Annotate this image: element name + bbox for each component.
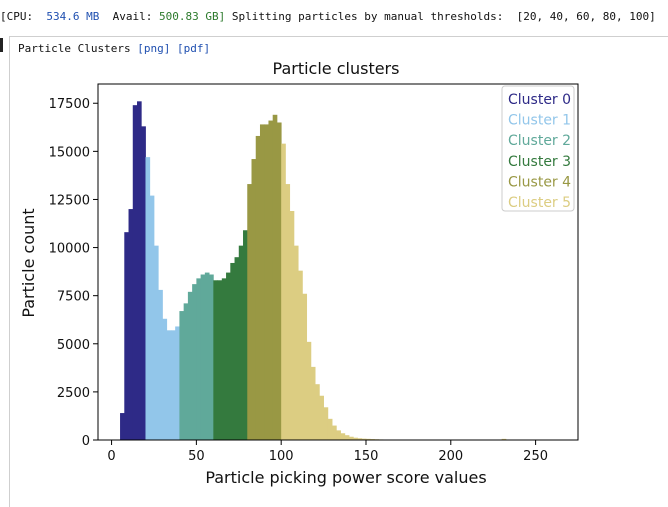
x-tick-label: 0 bbox=[107, 449, 115, 464]
legend-entry-cluster-5: Cluster 5 bbox=[508, 195, 571, 211]
bar-cluster-4 bbox=[277, 122, 282, 440]
chart-title: Particle clusters bbox=[273, 59, 400, 78]
particle-clusters-chart: Particle clusters 0250050007500100001250… bbox=[10, 37, 668, 501]
legend-entry-cluster-2: Cluster 2 bbox=[508, 133, 571, 149]
bar-cluster-2 bbox=[179, 311, 184, 440]
bar-cluster-1 bbox=[167, 330, 172, 440]
bar-cluster-5 bbox=[302, 294, 307, 440]
bar-cluster-1 bbox=[145, 157, 150, 440]
y-tick-label: 2500 bbox=[57, 386, 90, 401]
bar-cluster-4 bbox=[256, 136, 261, 440]
bar-cluster-5 bbox=[345, 435, 350, 440]
output-panel: Particle Clusters [png] [pdf] Particle c… bbox=[9, 36, 668, 507]
y-tick-label: 5000 bbox=[57, 338, 90, 353]
legend-entry-cluster-3: Cluster 3 bbox=[508, 154, 571, 170]
bar-cluster-1 bbox=[171, 330, 176, 440]
bar-cluster-1 bbox=[154, 246, 159, 440]
status-message: Splitting particles by manual thresholds… bbox=[232, 10, 504, 23]
bar-cluster-3 bbox=[213, 280, 218, 440]
bar-cluster-1 bbox=[150, 196, 155, 440]
cpu-label: [CPU: bbox=[0, 10, 33, 23]
bar-cluster-1 bbox=[162, 319, 167, 440]
bar-cluster-5 bbox=[324, 407, 329, 440]
legend-entry-cluster-0: Cluster 0 bbox=[508, 92, 571, 108]
x-tick-label: 100 bbox=[269, 449, 294, 464]
bar-cluster-0 bbox=[120, 413, 125, 440]
y-tick-label: 15000 bbox=[49, 145, 90, 160]
bar-cluster-5 bbox=[319, 396, 324, 440]
bar-cluster-4 bbox=[273, 115, 278, 440]
bar-cluster-5 bbox=[294, 246, 299, 440]
y-tick-label: 17500 bbox=[49, 97, 90, 112]
bar-cluster-3 bbox=[243, 230, 248, 440]
y-tick-label: 12500 bbox=[49, 193, 90, 208]
bar-cluster-2 bbox=[196, 278, 201, 440]
bar-cluster-5 bbox=[332, 426, 337, 440]
bar-cluster-3 bbox=[235, 257, 240, 440]
bar-cluster-5 bbox=[285, 184, 290, 440]
bar-cluster-0 bbox=[133, 105, 138, 440]
bar-cluster-4 bbox=[260, 124, 265, 440]
bar-cluster-5 bbox=[298, 271, 303, 440]
bar-cluster-1 bbox=[158, 290, 163, 440]
bar-cluster-4 bbox=[268, 121, 273, 440]
bar-cluster-0 bbox=[129, 209, 134, 440]
chart-legend: Cluster 0 Cluster 1 Cluster 2 Cluster 3 Clus… bbox=[502, 86, 574, 211]
bar-cluster-3 bbox=[226, 273, 231, 440]
bar-cluster-2 bbox=[209, 275, 214, 440]
y-tick-label: 7500 bbox=[57, 290, 90, 305]
bar-cluster-5 bbox=[290, 211, 295, 440]
bar-cluster-1 bbox=[175, 326, 180, 440]
x-tick-label: 50 bbox=[188, 449, 205, 464]
x-tick-label: 250 bbox=[523, 449, 548, 464]
avail-label: Avail: bbox=[113, 10, 153, 23]
bar-cluster-5 bbox=[336, 430, 341, 440]
bar-cluster-3 bbox=[218, 280, 223, 440]
bar-cluster-3 bbox=[239, 246, 244, 440]
status-line: [CPU: 534.6 MB Avail: 500.83 GB] Splitti… bbox=[0, 10, 668, 23]
bar-cluster-4 bbox=[251, 159, 256, 440]
bar-cluster-5 bbox=[307, 342, 312, 440]
y-axis-title: Particle count bbox=[19, 208, 38, 317]
bar-cluster-3 bbox=[222, 278, 227, 440]
y-tick-label: 10000 bbox=[49, 242, 90, 257]
bar-cluster-2 bbox=[184, 303, 189, 440]
x-tick-label: 150 bbox=[354, 449, 379, 464]
output-gutter-marker bbox=[0, 38, 3, 52]
bar-cluster-5 bbox=[315, 384, 320, 440]
bar-cluster-2 bbox=[201, 275, 206, 440]
histogram-bars bbox=[120, 101, 557, 440]
cpu-memory-value: 534.6 MB bbox=[46, 10, 99, 23]
bar-cluster-5 bbox=[341, 433, 346, 440]
y-tick-label: 0 bbox=[82, 434, 90, 449]
bar-cluster-3 bbox=[230, 263, 235, 440]
thresholds-value: [20, 40, 60, 80, 100] bbox=[517, 10, 656, 23]
bar-cluster-5 bbox=[311, 367, 316, 440]
bar-cluster-0 bbox=[124, 232, 129, 440]
avail-memory-value: 500.83 GB] bbox=[159, 10, 225, 23]
bar-cluster-5 bbox=[281, 144, 286, 440]
x-tick-label: 200 bbox=[438, 449, 463, 464]
bar-cluster-5 bbox=[328, 419, 333, 440]
y-axis: 0 2500 5000 7500 10000 12500 15000 17500 bbox=[49, 97, 98, 449]
bar-cluster-2 bbox=[192, 284, 197, 440]
bar-cluster-2 bbox=[188, 292, 193, 440]
bar-cluster-0 bbox=[137, 101, 142, 440]
legend-entry-cluster-4: Cluster 4 bbox=[508, 174, 571, 190]
x-axis: 0 50 100 150 200 250 bbox=[107, 440, 548, 464]
x-axis-title: Particle picking power score values bbox=[205, 468, 486, 487]
bar-cluster-4 bbox=[264, 124, 269, 440]
bar-cluster-2 bbox=[205, 273, 210, 440]
legend-entry-cluster-1: Cluster 1 bbox=[508, 113, 571, 129]
bar-cluster-4 bbox=[247, 184, 252, 440]
bar-cluster-0 bbox=[141, 126, 146, 440]
